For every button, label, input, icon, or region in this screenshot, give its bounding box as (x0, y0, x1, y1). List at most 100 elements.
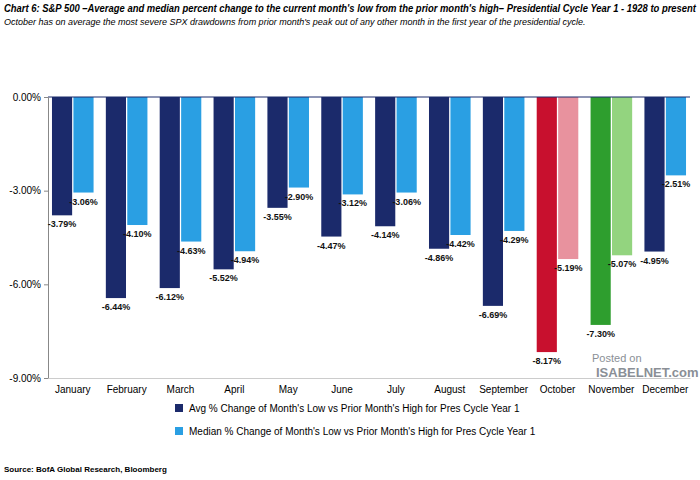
x-tick: August (434, 378, 465, 395)
y-tick: 0.00% (13, 92, 48, 103)
data-label: -5.19% (554, 263, 583, 273)
bars (52, 97, 686, 352)
annotation: Posted on (592, 352, 642, 364)
legend-swatch (175, 404, 183, 412)
legend-item: Median % Change of Month's Low vs Prior … (175, 426, 536, 437)
source: Source: BofA Global Research, Bloomberg (4, 465, 167, 474)
data-label: -3.06% (69, 197, 98, 207)
x-axis-line (49, 378, 691, 379)
bar (214, 97, 234, 269)
bar (127, 97, 147, 225)
y-tick-label: -3.00% (9, 185, 41, 196)
y-tick: -3.00% (9, 185, 48, 196)
bar (483, 97, 503, 306)
data-label: -4.14% (371, 230, 400, 240)
y-tick-label: -6.00% (9, 279, 41, 290)
x-axis: January February March April May June July Augu… (49, 378, 691, 395)
bar (612, 97, 632, 255)
y-axis-line (44, 98, 49, 379)
x-tick-label: April (224, 384, 244, 395)
x-tick: September (479, 378, 529, 395)
y-tick: -6.00% (9, 279, 48, 290)
x-tick-label: February (107, 384, 147, 395)
data-label: -6.69% (479, 310, 508, 320)
data-label: -6.44% (102, 302, 131, 312)
subtitle: October has on average the most severe S… (4, 17, 586, 27)
bar (235, 97, 255, 251)
data-label: -3.79% (48, 219, 77, 229)
y-tick-mark (44, 378, 48, 379)
bar (321, 97, 341, 237)
legend-swatch (175, 427, 183, 435)
data-label: -4.10% (123, 229, 152, 239)
bar (343, 97, 363, 194)
bar (450, 97, 470, 235)
bar (375, 97, 395, 226)
watermark: Posted onISABELNET.com (592, 352, 699, 380)
legend: Avg % Change of Month's Low vs Prior Mon… (175, 403, 536, 437)
bar (106, 97, 126, 298)
chart-container: Chart 6: S&P 500 –Average and median per… (0, 0, 700, 480)
x-tick: July (387, 378, 405, 395)
series-bars (73, 97, 686, 259)
bar (289, 97, 309, 188)
zero-line (48, 97, 690, 98)
data-label: -4.29% (500, 235, 529, 245)
data-label: -3.12% (339, 198, 368, 208)
x-tick-label: November (588, 384, 635, 395)
x-tick: November (588, 378, 635, 395)
y-axis: 0.00% -3.00% -6.00% -9.00% (9, 92, 48, 384)
data-label: -3.55% (263, 212, 292, 222)
bar (181, 97, 201, 242)
y-tick-label: -9.00% (9, 373, 41, 384)
x-tick: April (224, 378, 244, 395)
data-label: -4.47% (317, 241, 346, 251)
y-tick: -9.00% (9, 373, 48, 384)
bar (429, 97, 449, 249)
bar (397, 97, 417, 193)
data-label: -6.12% (156, 292, 185, 302)
legend-label: Median % Change of Month's Low vs Prior … (189, 426, 536, 437)
x-tick: March (167, 378, 195, 395)
x-tick-label: December (642, 384, 689, 395)
series-bars (52, 97, 665, 352)
x-tick: January (55, 378, 91, 395)
bar (558, 97, 578, 259)
legend-label: Avg % Change of Month's Low vs Prior Mon… (189, 403, 520, 414)
bar (644, 97, 664, 252)
x-tick-label: October (540, 384, 576, 395)
bar (73, 97, 93, 193)
x-tick-label: July (387, 384, 405, 395)
y-tick-mark (44, 97, 48, 98)
data-label: -2.90% (285, 192, 314, 202)
y-tick-mark (44, 284, 48, 285)
title: Chart 6: S&P 500 –Average and median per… (4, 3, 697, 14)
data-label: -4.63% (177, 246, 206, 256)
data-label: -8.17% (533, 356, 562, 366)
x-tick: June (331, 378, 353, 395)
x-tick-label: June (331, 384, 353, 395)
data-labels: -3.79% -6.44% -6.12% -5.52% -3.55% -4.47% -4.1… (48, 179, 690, 366)
data-label: -5.52% (209, 273, 238, 283)
data-label: -2.51% (662, 179, 691, 189)
data-label: -4.42% (446, 239, 475, 249)
bar (504, 97, 524, 231)
data-label: -4.94% (231, 255, 260, 265)
x-tick: December (642, 378, 689, 395)
x-tick-label: January (55, 384, 91, 395)
x-tick-label: March (167, 384, 195, 395)
data-label: -5.07% (608, 259, 637, 269)
x-tick: May (279, 378, 298, 395)
annotation: ISABELNET.com (596, 365, 699, 380)
y-tick-mark (44, 191, 48, 192)
bar (591, 97, 611, 325)
legend-item: Avg % Change of Month's Low vs Prior Mon… (175, 403, 520, 414)
x-tick-label: September (479, 384, 529, 395)
bar (160, 97, 180, 288)
bar (537, 97, 557, 352)
data-label: -4.95% (640, 256, 669, 266)
data-label: -3.06% (392, 197, 421, 207)
x-tick-label: August (434, 384, 465, 395)
x-tick: October (540, 378, 576, 395)
x-tick: February (107, 378, 147, 395)
